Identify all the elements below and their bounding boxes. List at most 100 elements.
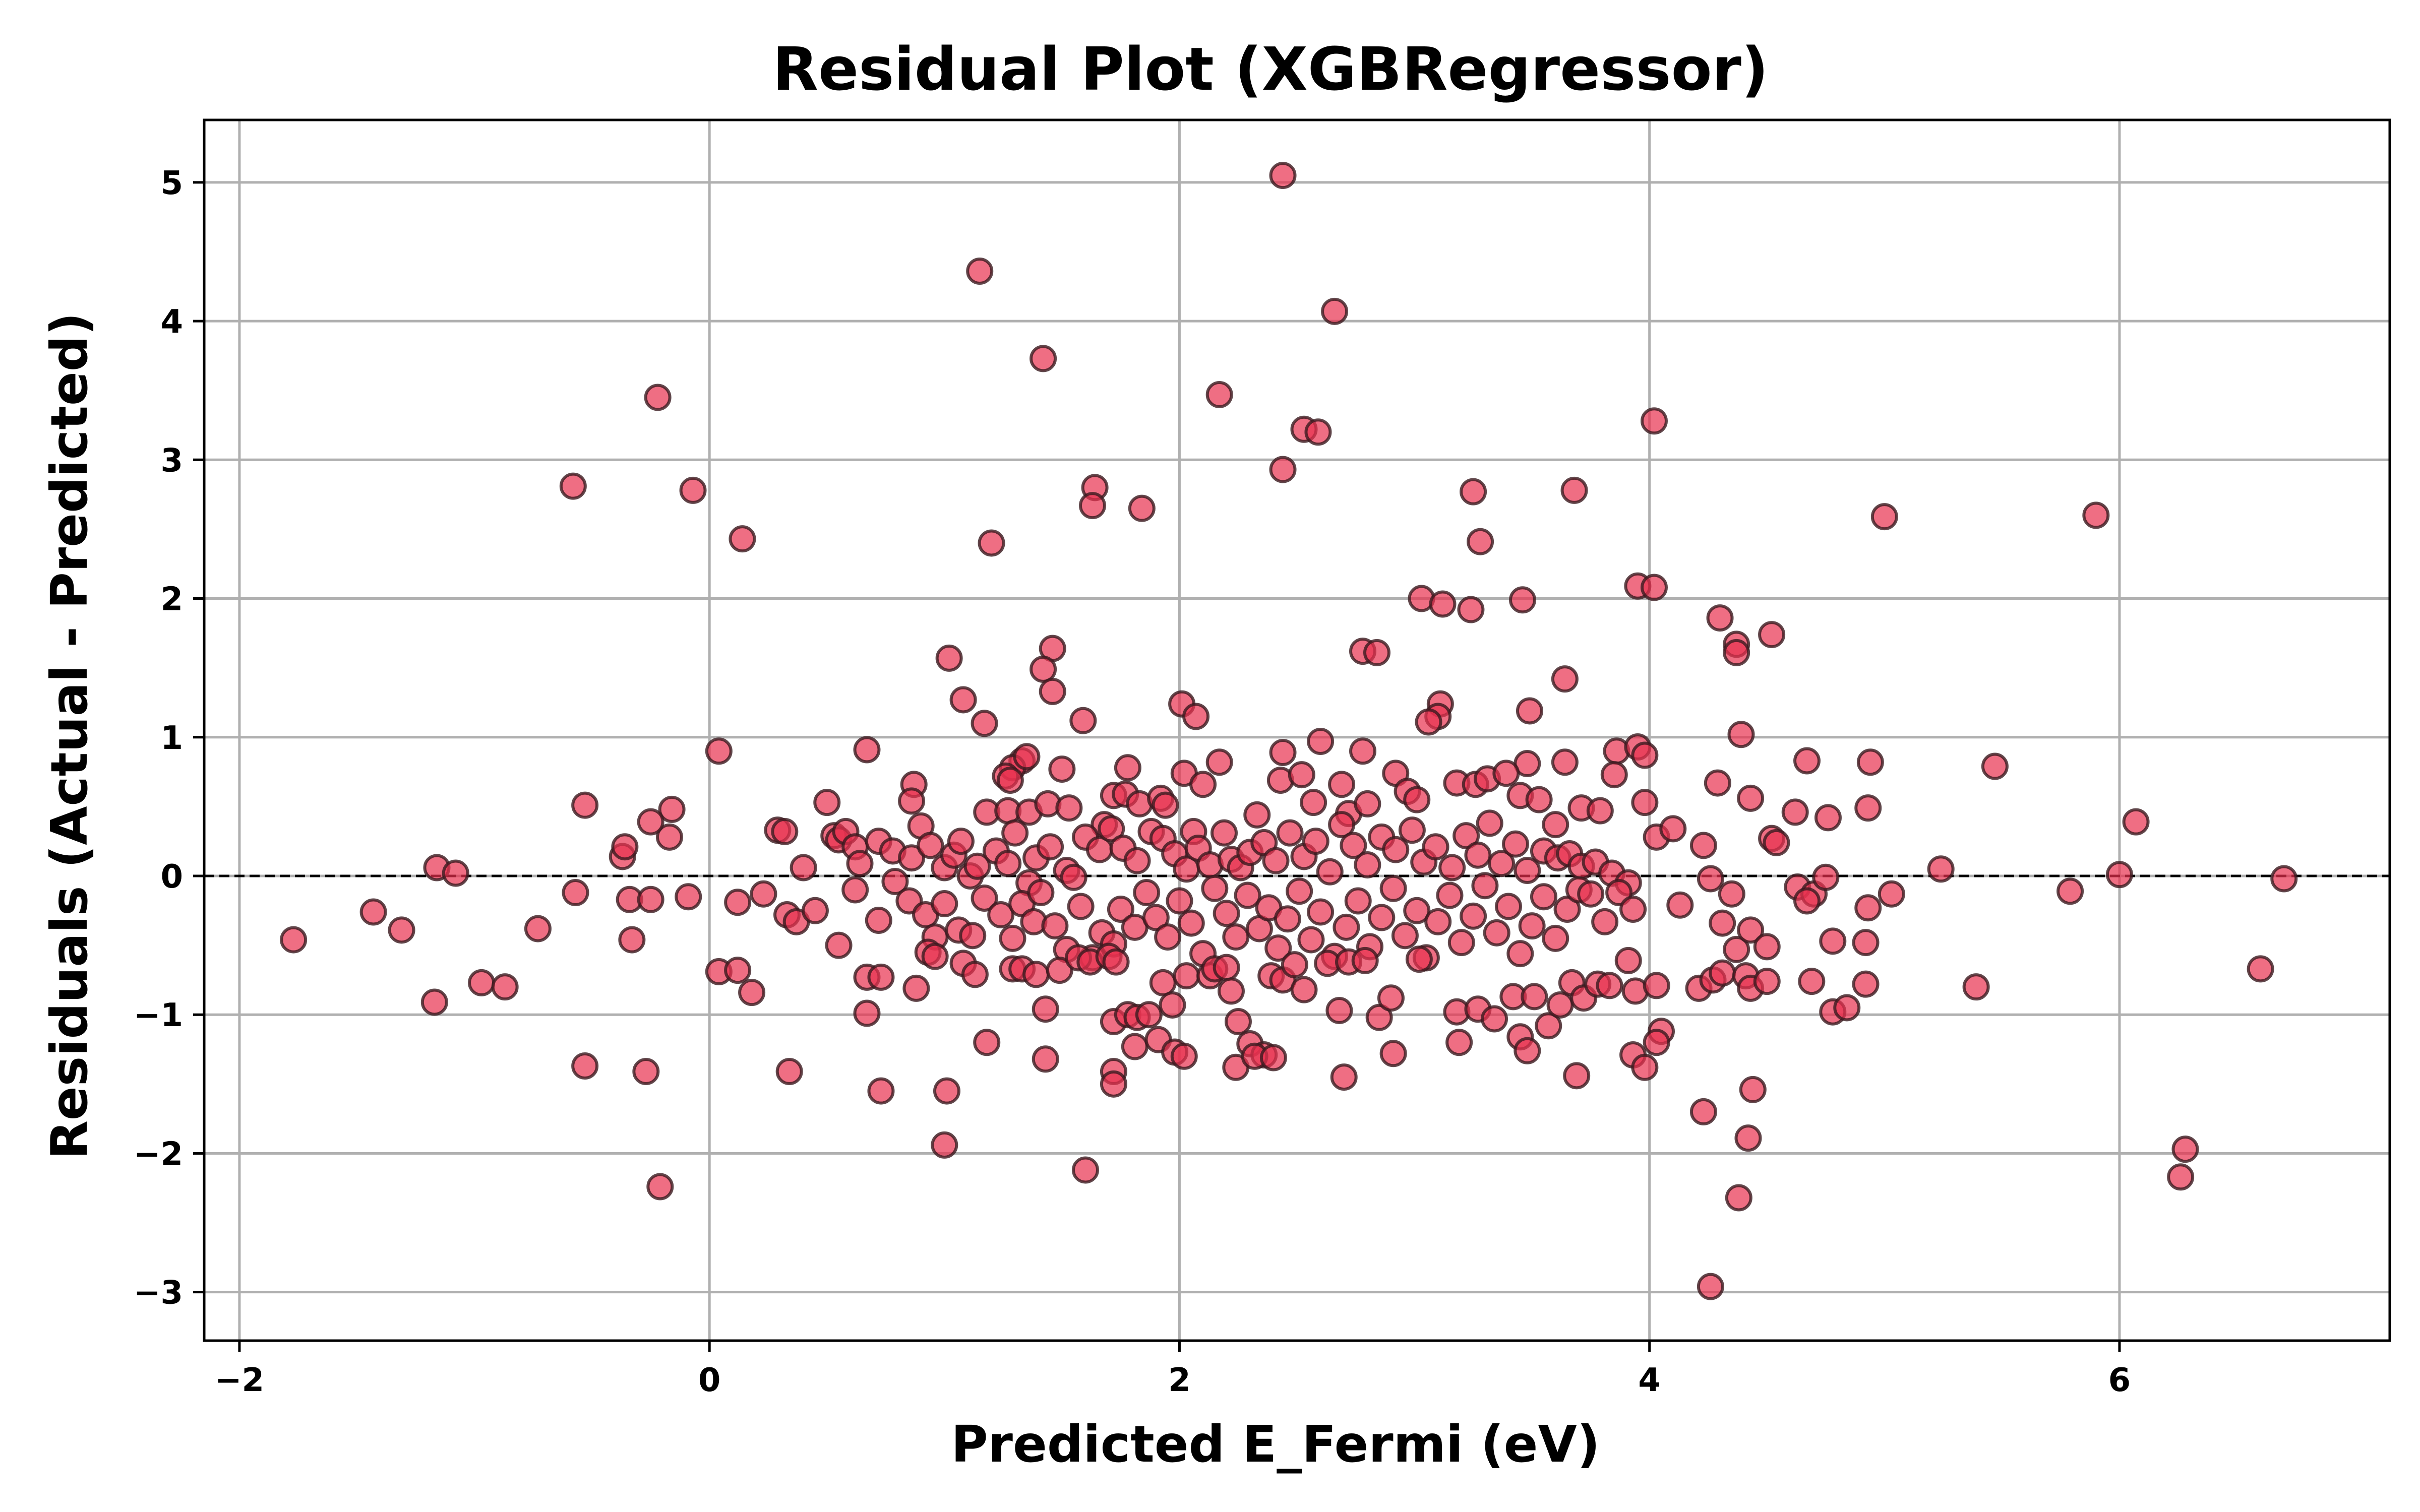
data-point [729, 525, 756, 553]
data-point [1100, 1070, 1127, 1098]
data-point [1641, 407, 1668, 435]
data-point [1133, 879, 1161, 907]
x-tick-label: 4 [1638, 1362, 1661, 1399]
data-point [1170, 1042, 1198, 1070]
data-point [1243, 801, 1271, 829]
data-point [1154, 923, 1182, 951]
data-point [1447, 929, 1475, 957]
data-point [1013, 743, 1041, 771]
data-point [1535, 1012, 1562, 1040]
data-point [931, 890, 958, 918]
data-point [658, 795, 686, 823]
data-point [1591, 908, 1619, 935]
data-point [1060, 863, 1087, 891]
data-point [1814, 804, 1842, 832]
data-point [1302, 828, 1329, 855]
data-point [1542, 811, 1569, 839]
data-point [1852, 929, 1880, 957]
data-point [1488, 850, 1516, 877]
data-point [1514, 856, 1541, 884]
data-point [996, 767, 1024, 794]
data-point [1981, 752, 2009, 780]
y-tick-label: 5 [160, 165, 183, 202]
data-point [359, 898, 387, 926]
data-point [935, 644, 963, 672]
data-point [1763, 829, 1790, 856]
data-point [2171, 1136, 2199, 1163]
data-point [1379, 874, 1407, 902]
y-tick-label: −2 [134, 1136, 183, 1173]
axis-ticks: −2 0 2 4 6 −3 −2 −1 0 1 2 3 4 5 [134, 165, 2131, 1399]
x-tick-label: 2 [1168, 1362, 1191, 1399]
data-point [1405, 946, 1433, 973]
data-point [2082, 501, 2110, 529]
data-point [724, 889, 752, 916]
data-point [1297, 926, 1325, 954]
data-point [632, 1058, 660, 1086]
data-point [1351, 947, 1379, 974]
data-point [1403, 786, 1431, 813]
data-point [1177, 909, 1205, 937]
data-point [679, 476, 707, 504]
data-point [881, 867, 909, 895]
data-point [1492, 760, 1520, 787]
data-point [1643, 972, 1670, 999]
data-point [1391, 922, 1419, 950]
data-point [1460, 478, 1487, 506]
data-point [1382, 836, 1410, 863]
data-point [1734, 1124, 1762, 1152]
data-points [280, 162, 2298, 1300]
data-point [775, 1058, 803, 1086]
data-point [853, 999, 881, 1027]
data-point [1098, 815, 1125, 843]
data-point [491, 973, 519, 1001]
data-point [825, 931, 853, 959]
data-point [973, 1029, 1001, 1056]
data-point [1333, 913, 1360, 941]
data-point [1689, 832, 1717, 859]
data-point [1709, 909, 1736, 937]
data-point [1269, 739, 1297, 767]
data-point [524, 915, 552, 942]
data-point [1300, 789, 1327, 816]
data-point [2247, 955, 2274, 983]
data-point [1037, 833, 1064, 861]
data-point [1436, 881, 1464, 909]
data-point [571, 791, 599, 819]
data-point [1368, 904, 1396, 931]
data-point [1379, 1040, 1407, 1067]
data-point [1631, 741, 1659, 769]
data-point [1641, 574, 1668, 601]
data-point [1415, 708, 1442, 736]
data-point [1149, 969, 1177, 996]
data-point [1659, 815, 1687, 843]
data-point [1213, 954, 1240, 981]
data-point [978, 529, 1005, 557]
data-point [1290, 976, 1318, 1003]
data-point [1344, 887, 1372, 915]
data-point [1631, 1053, 1659, 1081]
data-point [1819, 927, 1847, 955]
data-point [571, 1052, 599, 1080]
y-tick-label: 3 [160, 442, 183, 479]
data-point [1102, 948, 1130, 976]
data-point [1753, 933, 1781, 961]
grid-lines [204, 120, 2390, 1341]
data-point [963, 852, 991, 880]
data-point [1737, 784, 1765, 812]
data-point [1878, 880, 1905, 908]
data-point [1022, 961, 1050, 988]
data-point [1453, 822, 1480, 850]
data-point [1856, 748, 1884, 776]
data-point [1288, 761, 1315, 789]
data-point [1643, 1029, 1670, 1056]
data-point [1039, 677, 1066, 705]
data-point [1870, 503, 1898, 531]
data-point [1424, 908, 1452, 935]
data-point [2167, 1163, 2195, 1191]
data-point [1030, 655, 1057, 683]
x-tick-label: 6 [2108, 1362, 2131, 1399]
x-axis-label: Predicted E_Fermi (eV) [951, 1415, 1600, 1474]
data-point [898, 787, 926, 815]
data-point [961, 961, 989, 988]
